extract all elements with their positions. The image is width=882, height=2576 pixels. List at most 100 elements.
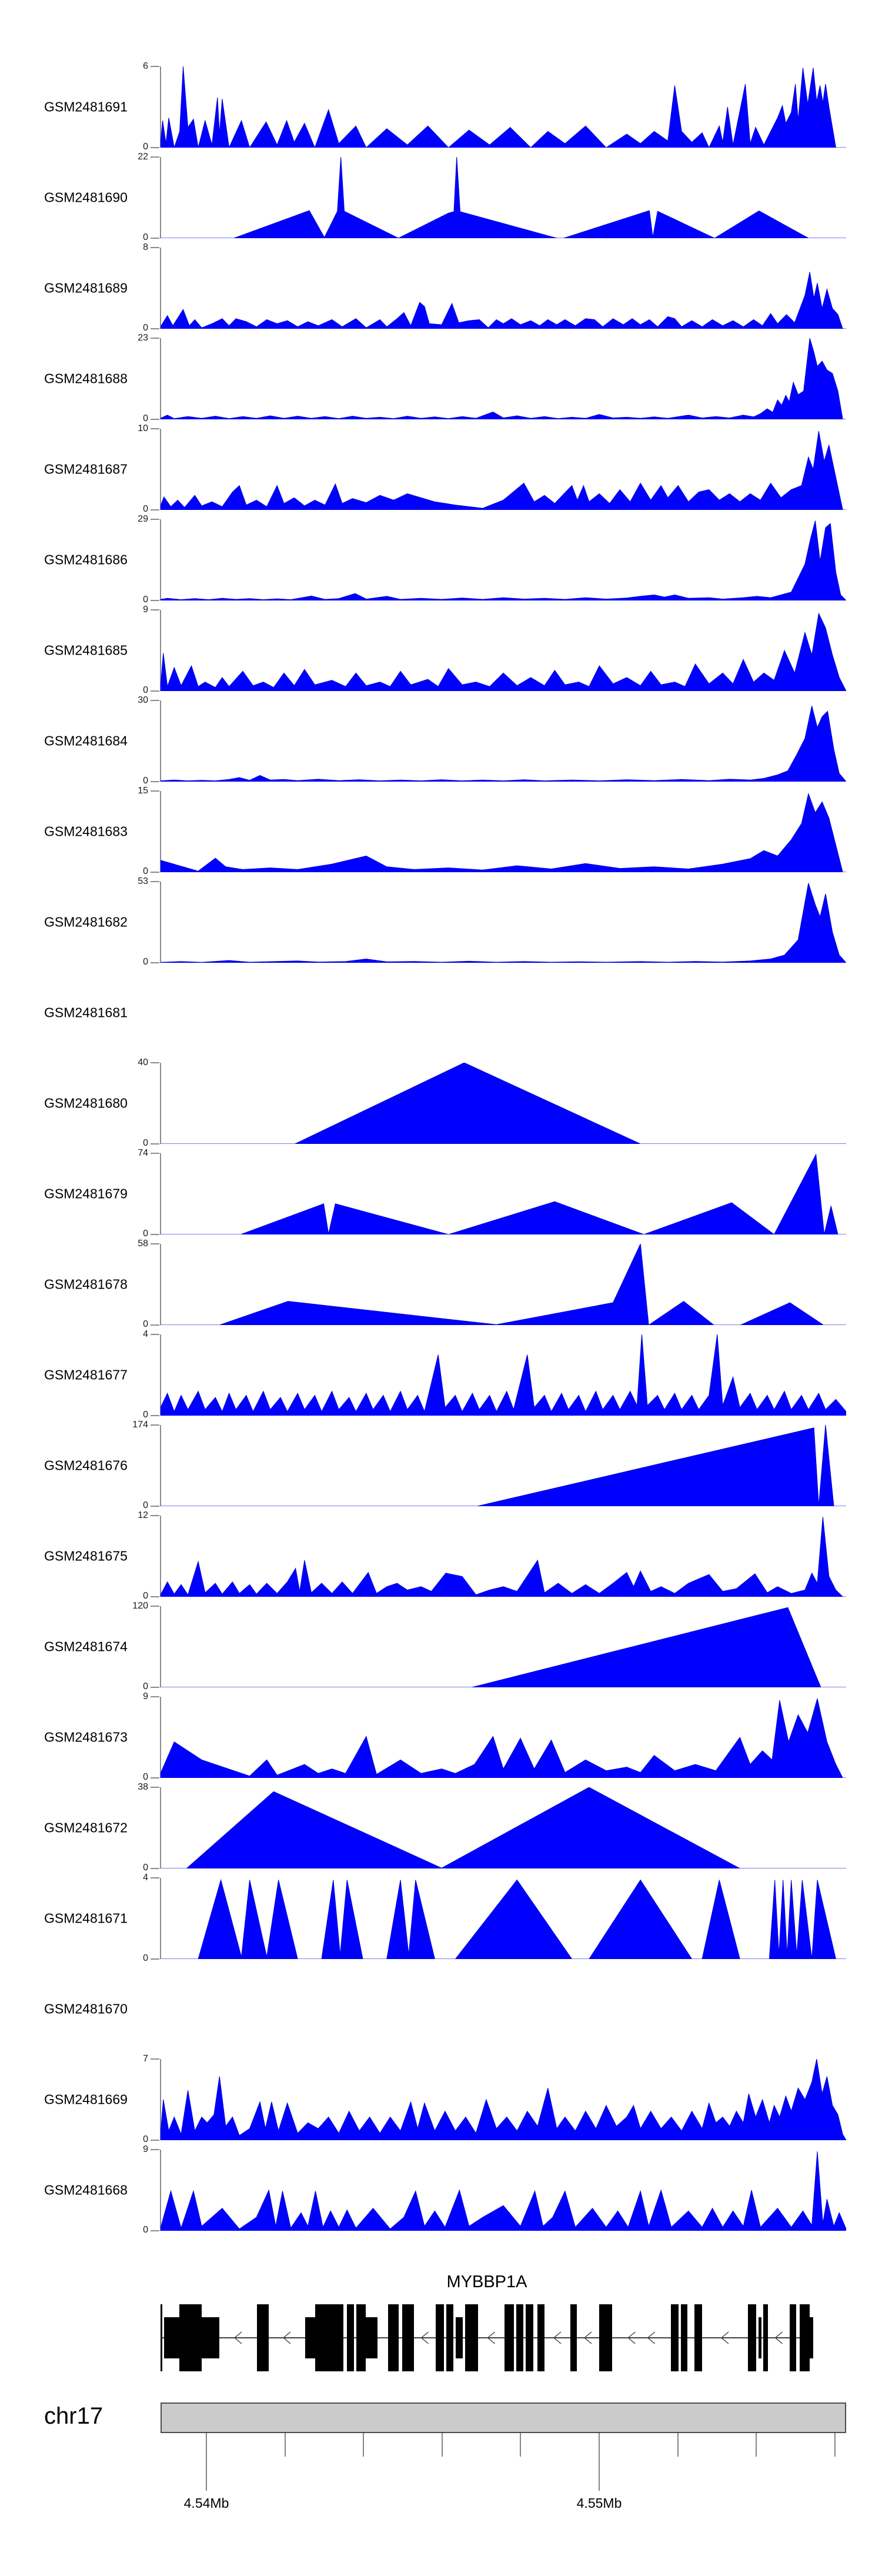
y-axis-zero-label: 0 — [143, 2225, 148, 2235]
exon-box — [537, 2304, 544, 2371]
y-axis-top-tick — [151, 338, 159, 339]
y-axis-max-label: 8 — [143, 242, 148, 252]
y-axis-zero-label: 0 — [143, 1138, 148, 1148]
y-axis-line — [160, 248, 161, 329]
track-label: GSM2481669 — [44, 2091, 128, 2107]
track-label: GSM2481672 — [44, 1820, 128, 1836]
y-axis-zero-label: 0 — [143, 1863, 148, 1873]
track-label: GSM2481668 — [44, 2182, 128, 2198]
y-axis-top-tick — [151, 2149, 159, 2150]
exon-box — [465, 2304, 478, 2371]
strand-arrow-left — [627, 2331, 636, 2344]
y-axis-zero-label: 0 — [143, 1681, 148, 1691]
track-label: GSM2481684 — [44, 733, 128, 749]
track-label: GSM2481678 — [44, 1276, 128, 1292]
strand-arrow-left — [420, 2331, 429, 2344]
exon-box — [526, 2304, 533, 2371]
coverage-polygon — [161, 792, 846, 872]
y-axis-line — [160, 1516, 161, 1597]
track-label: GSM2481670 — [44, 2001, 128, 2017]
exon-box — [456, 2317, 463, 2358]
track-row: GSM2481680 40 0 — [0, 1058, 882, 1148]
track-row: GSM2481678 58 0 — [0, 1239, 882, 1329]
track-row: GSM2481686 29 0 — [0, 515, 882, 605]
exon-box — [681, 2304, 687, 2371]
y-axis-zero-label: 0 — [143, 1319, 148, 1329]
exon-box — [671, 2304, 679, 2371]
y-axis-max-label: 74 — [138, 1148, 148, 1158]
y-axis-line — [160, 1063, 161, 1144]
track-label: GSM2481676 — [44, 1457, 128, 1473]
track-label: GSM2481675 — [44, 1548, 128, 1564]
y-axis-top-tick — [151, 1062, 159, 1063]
coverage-polygon — [161, 1153, 846, 1234]
y-axis-zero-label: 0 — [143, 1229, 148, 1239]
track-row: GSM2481690 22 0 — [0, 152, 882, 242]
exon-box — [436, 2304, 444, 2371]
y-axis-zero-tick — [151, 1234, 159, 1235]
coverage-polygon — [161, 66, 846, 148]
exon-box — [164, 2317, 179, 2358]
coverage-polygon — [161, 1334, 846, 1416]
y-axis-top-tick — [151, 790, 159, 792]
coverage-plot — [161, 1153, 846, 1234]
exon-box — [305, 2317, 315, 2358]
coverage-plot — [161, 1425, 846, 1506]
coverage-polygon — [161, 883, 846, 963]
y-axis-max-label: 53 — [138, 876, 148, 886]
y-axis-zero-tick — [151, 1143, 159, 1144]
y-axis-zero-tick — [151, 147, 159, 148]
y-axis-max-label: 29 — [138, 514, 148, 524]
coverage-polygon — [161, 2151, 846, 2231]
track-row: GSM2481687 10 0 — [0, 424, 882, 514]
y-axis-top-tick — [151, 66, 159, 67]
y-axis-max-label: 4 — [143, 1873, 148, 1883]
strand-arrow-left — [233, 2331, 242, 2344]
exon-box — [366, 2317, 377, 2358]
coverage-plot — [161, 2059, 846, 2140]
y-axis-top-tick — [151, 1606, 159, 1607]
coverage-polygon — [161, 1607, 846, 1687]
exon-box — [505, 2304, 514, 2371]
y-axis-top-tick — [151, 1515, 159, 1516]
exon-box — [202, 2317, 219, 2358]
strand-arrow-left — [720, 2331, 729, 2344]
track-label: GSM2481686 — [44, 552, 128, 568]
chromosome-ruler: 4.54Mb 4.55Mb — [161, 2403, 846, 2511]
y-axis-line — [160, 2059, 161, 2140]
y-axis-zero-label: 0 — [143, 323, 148, 333]
y-axis-zero-label: 0 — [143, 776, 148, 786]
y-axis-line — [160, 882, 161, 963]
y-axis-zero-tick — [151, 781, 159, 782]
y-axis-max-label: 120 — [132, 1601, 148, 1611]
y-axis-line — [160, 1606, 161, 1687]
gene-name-label: MYBBP1A — [446, 2273, 527, 2291]
exon-box — [790, 2304, 796, 2371]
coverage-plot — [161, 520, 846, 600]
exon-box — [748, 2304, 756, 2371]
coverage-plot — [161, 1607, 846, 1687]
coverage-plot — [161, 1787, 846, 1868]
coverage-polygon — [161, 1244, 846, 1325]
y-axis-max-label: 9 — [143, 605, 148, 615]
track-row: GSM2481668 9 0 — [0, 2145, 882, 2235]
y-axis-zero-label: 0 — [143, 413, 148, 423]
track-row: GSM2481674 120 0 — [0, 1601, 882, 1691]
y-axis-top-tick — [151, 428, 159, 429]
y-axis-zero-label: 0 — [143, 1410, 148, 1420]
coverage-polygon — [161, 520, 846, 600]
strand-arrow-left — [583, 2331, 592, 2344]
exon-box — [599, 2304, 612, 2371]
y-axis-max-label: 15 — [138, 786, 148, 796]
y-axis-zero-label: 0 — [143, 232, 148, 242]
y-axis-zero-label: 0 — [143, 504, 148, 514]
y-axis-zero-tick — [151, 2230, 159, 2231]
track-label: GSM2481691 — [44, 99, 128, 115]
exon-box — [257, 2304, 269, 2371]
gene-model — [161, 2304, 813, 2371]
track-row: GSM2481689 8 0 — [0, 243, 882, 333]
y-axis-zero-label: 0 — [143, 685, 148, 695]
y-axis-zero-tick — [151, 2140, 159, 2141]
y-axis-max-label: 4 — [143, 1329, 148, 1339]
y-axis-max-label: 12 — [138, 1510, 148, 1520]
